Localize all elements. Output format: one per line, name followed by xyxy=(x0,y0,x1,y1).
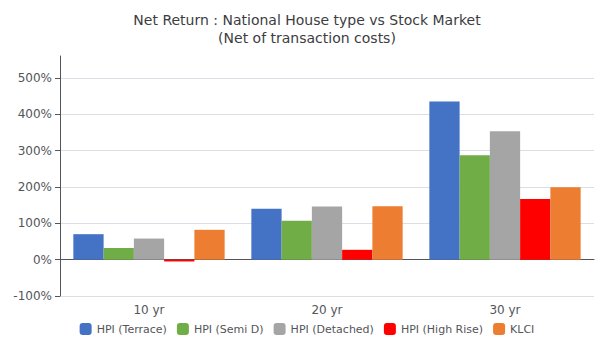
svg-text:500%: 500% xyxy=(18,71,52,85)
svg-text:Net Return : National House ty: Net Return : National House type vs Stoc… xyxy=(133,12,481,28)
svg-text:200%: 200% xyxy=(18,180,52,194)
svg-text:30 yr: 30 yr xyxy=(489,303,520,317)
svg-text:HPI (High Rise): HPI (High Rise) xyxy=(401,323,483,336)
svg-text:HPI (Semi D): HPI (Semi D) xyxy=(194,323,264,336)
svg-text:0%: 0% xyxy=(33,253,52,267)
svg-text:KLCI: KLCI xyxy=(510,323,534,336)
svg-text:300%: 300% xyxy=(18,144,52,158)
svg-text:HPI (Detached): HPI (Detached) xyxy=(291,323,374,336)
svg-text:10 yr: 10 yr xyxy=(133,303,164,317)
svg-text:100%: 100% xyxy=(18,216,52,230)
svg-text:(Net of transaction costs): (Net of transaction costs) xyxy=(218,30,396,46)
svg-text:-100%: -100% xyxy=(13,289,52,303)
svg-text:20 yr: 20 yr xyxy=(311,303,342,317)
svg-text:HPI (Terrace): HPI (Terrace) xyxy=(97,323,167,336)
svg-text:400%: 400% xyxy=(18,107,52,121)
